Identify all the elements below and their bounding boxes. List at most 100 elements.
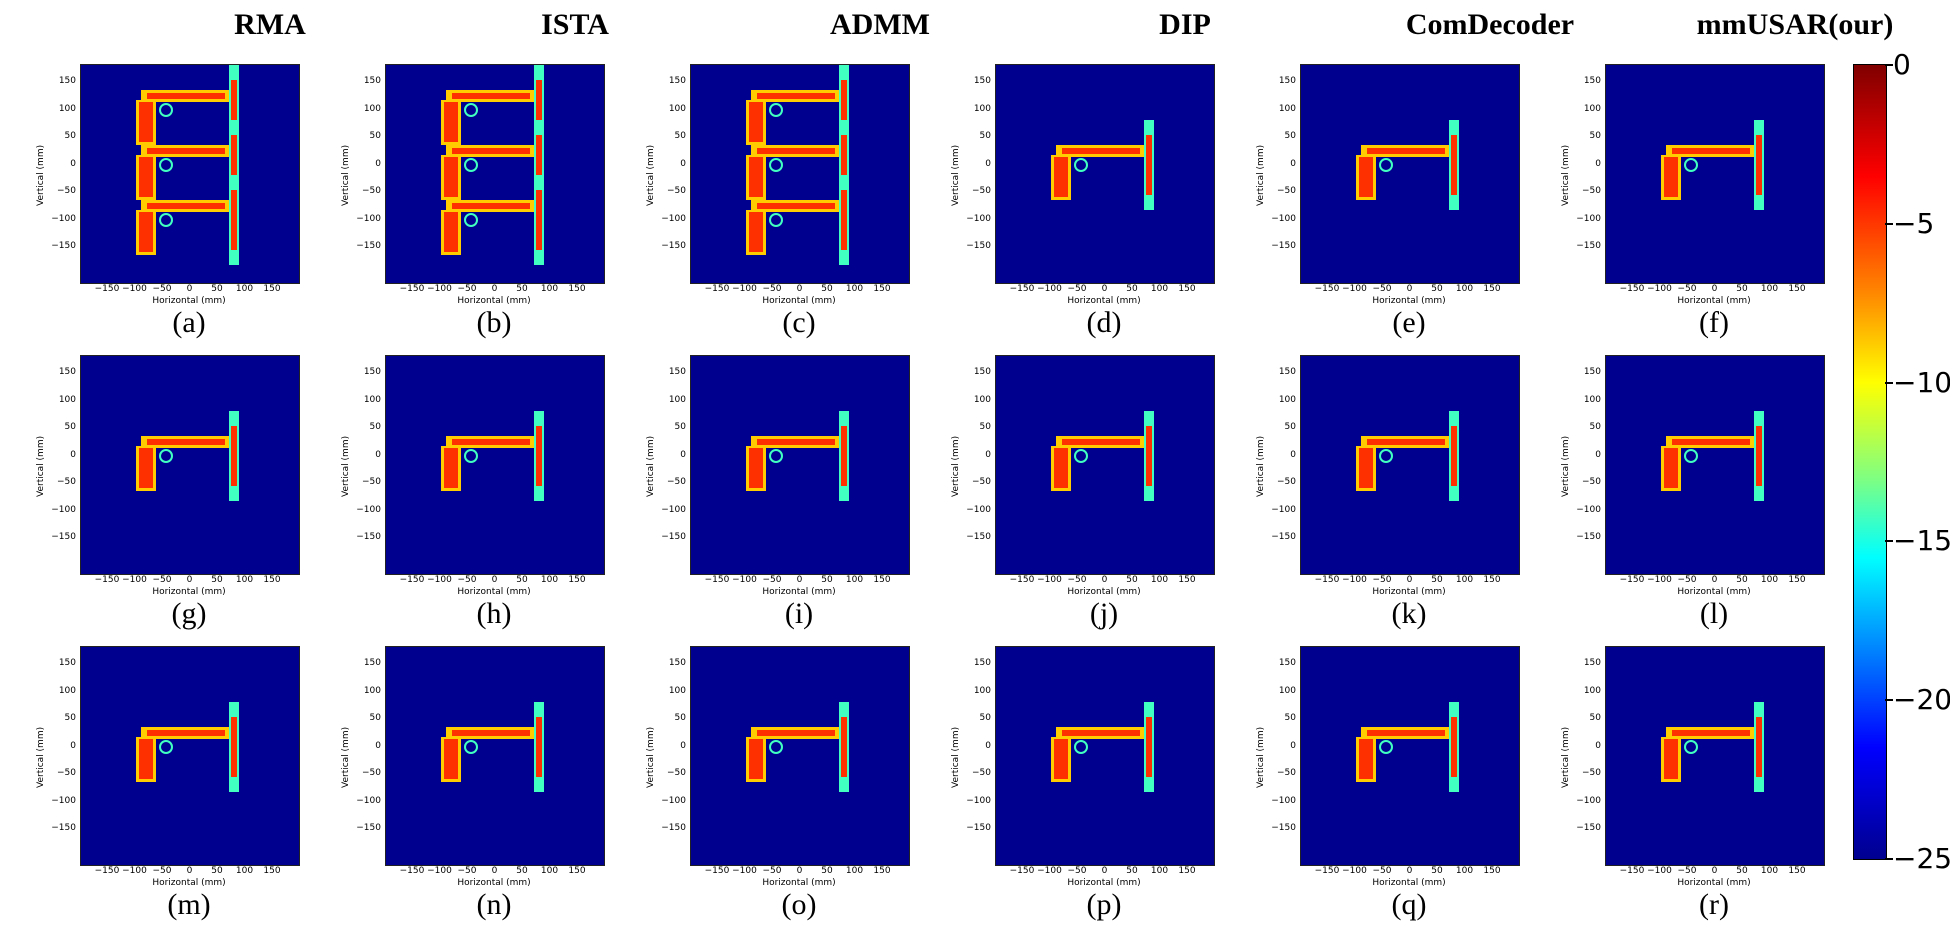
x-tick-label: 50 — [1736, 575, 1748, 585]
y-tick-label: 100 — [973, 685, 991, 696]
x-tick-label: −100 — [427, 866, 452, 876]
x-tick-label: 0 — [1101, 575, 1108, 585]
x-tick-label: 50 — [516, 284, 528, 294]
x-tick-label: 0 — [1711, 284, 1718, 294]
y-tick-label: 100 — [668, 103, 686, 114]
y-tick-label: −150 — [356, 823, 381, 833]
y-tick-label: −100 — [1271, 504, 1296, 515]
y-tick-label: 100 — [973, 103, 991, 114]
y-tick-label: 100 — [58, 394, 76, 405]
y-tick-label: 50 — [64, 713, 76, 723]
subplot-a: 150 100 50 0 −50 −100 −150 −150 −100 −50 0 50 100 150… — [0, 56, 300, 346]
y-tick-label: 150 — [363, 76, 381, 86]
y-axis-label: Vertical (mm) — [1256, 726, 1266, 788]
y-tick-label: −100 — [1271, 213, 1296, 224]
subplot-caption: (d) — [1086, 306, 1122, 339]
subplot-b: 150 100 50 0 −50 −100 −150 −150 −100 −50 0 50 100 150… — [305, 56, 605, 346]
y-tick-label: −50 — [667, 768, 686, 778]
y-tick-label: 50 — [674, 131, 686, 141]
subplot-p: 150 100 50 0 −50 −100 −150 −150 −100 −50 0 50 100 150… — [915, 638, 1215, 928]
radar-image — [1300, 355, 1520, 575]
x-tick-label: 150 — [1178, 575, 1196, 585]
radar-image — [1300, 64, 1520, 284]
y-tick-label: 150 — [1583, 658, 1601, 668]
y-tick-label: 150 — [668, 76, 686, 86]
y-tick-label: −150 — [356, 241, 381, 251]
x-tick-label: −150 — [704, 575, 730, 585]
x-tick-label: 100 — [540, 284, 559, 294]
x-tick-label: 150 — [568, 866, 586, 876]
x-tick-label: −50 — [457, 284, 477, 294]
x-tick-label: 100 — [1760, 284, 1779, 294]
x-tick-label: −50 — [762, 575, 782, 585]
y-tick-label: 0 — [680, 158, 686, 169]
x-tick-label: 0 — [1711, 575, 1718, 585]
subplot-caption: (j) — [1089, 597, 1119, 630]
x-axis-label: Horizontal (mm) — [1677, 296, 1751, 306]
subplot-caption: (a) — [172, 306, 206, 339]
y-tick-label: 50 — [674, 422, 686, 432]
x-tick-label: 0 — [186, 284, 193, 294]
y-axis-label: Vertical (mm) — [1256, 435, 1266, 497]
x-axis-label: Horizontal (mm) — [457, 878, 531, 888]
y-tick-label: 0 — [680, 740, 686, 751]
x-tick-label: −50 — [1677, 284, 1697, 294]
x-tick-label: 100 — [845, 284, 864, 294]
y-tick-label: 50 — [1284, 131, 1296, 141]
x-tick-label: −150 — [399, 575, 425, 585]
x-axis-label: Horizontal (mm) — [152, 296, 226, 306]
x-tick-label: 0 — [1101, 284, 1108, 294]
y-tick-label: 50 — [979, 422, 991, 432]
x-tick-label: 0 — [796, 284, 803, 294]
y-tick-label: −50 — [972, 768, 991, 778]
y-tick-label: 150 — [973, 76, 991, 86]
y-tick-label: −150 — [1576, 823, 1601, 833]
x-tick-label: −150 — [399, 866, 425, 876]
subplot-caption: (g) — [171, 597, 207, 630]
y-tick-label: 0 — [680, 449, 686, 460]
x-tick-label: −150 — [1619, 284, 1645, 294]
x-tick-label: 50 — [1126, 866, 1138, 876]
x-tick-label: 50 — [821, 575, 833, 585]
y-tick-label: 100 — [363, 103, 381, 114]
x-tick-label: −150 — [1314, 284, 1340, 294]
y-axis-label: Vertical (mm) — [341, 726, 351, 788]
x-tick-label: −150 — [1009, 284, 1035, 294]
x-axis-label: Horizontal (mm) — [1372, 587, 1446, 597]
x-tick-label: 0 — [1101, 866, 1108, 876]
x-tick-label: 100 — [1455, 866, 1474, 876]
x-tick-label: −100 — [732, 284, 757, 294]
colorbar-tick-mark — [1885, 222, 1893, 225]
column-title-0: RMA — [234, 8, 306, 41]
subplot-caption: (h) — [476, 597, 512, 630]
x-tick-label: 0 — [1406, 284, 1413, 294]
y-tick-label: 50 — [979, 131, 991, 141]
y-tick-label: 50 — [369, 131, 381, 141]
x-tick-label: 50 — [821, 284, 833, 294]
x-tick-label: −100 — [1342, 575, 1367, 585]
subplot-caption: (q) — [1391, 888, 1427, 921]
colorbar-tick-mark — [1885, 699, 1893, 702]
x-tick-label: 150 — [873, 284, 891, 294]
y-tick-label: −50 — [1277, 477, 1296, 487]
x-tick-label: 150 — [1788, 284, 1806, 294]
y-tick-label: 150 — [58, 658, 76, 668]
subplot-r: 150 100 50 0 −50 −100 −150 −150 −100 −50 0 50 100 150… — [1525, 638, 1825, 928]
y-tick-label: −50 — [667, 477, 686, 487]
y-tick-label: 150 — [668, 367, 686, 377]
x-tick-label: −50 — [152, 575, 172, 585]
y-tick-label: 150 — [363, 367, 381, 377]
x-tick-label: 50 — [1431, 575, 1443, 585]
radar-image — [1605, 64, 1825, 284]
subplot-caption: (f) — [1699, 306, 1729, 339]
y-tick-label: 150 — [1278, 658, 1296, 668]
y-tick-label: −100 — [51, 213, 76, 224]
x-tick-label: 150 — [873, 866, 891, 876]
y-tick-label: −100 — [51, 504, 76, 515]
y-tick-label: −150 — [1271, 532, 1296, 542]
y-tick-label: 50 — [369, 422, 381, 432]
x-tick-label: −150 — [704, 284, 730, 294]
colorbar-tick-label: 0 — [1893, 48, 1911, 81]
x-tick-label: −150 — [1619, 866, 1645, 876]
x-tick-label: 0 — [796, 575, 803, 585]
